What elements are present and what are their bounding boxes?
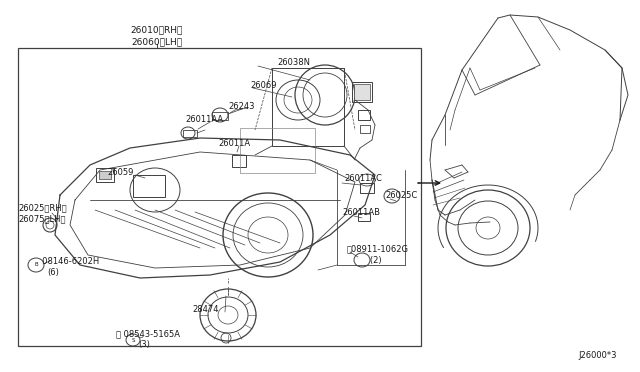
Bar	[358, 213, 370, 221]
Text: 26038N: 26038N	[277, 58, 310, 67]
Bar	[360, 125, 370, 133]
Text: (6): (6)	[47, 267, 59, 276]
Bar	[358, 110, 370, 120]
Bar	[354, 84, 370, 100]
Text: S: S	[131, 337, 135, 343]
Bar	[18, 48, 421, 346]
Text: 26025C: 26025C	[385, 190, 417, 199]
Text: 26025（RH）: 26025（RH）	[18, 203, 67, 212]
Text: Ｓ 08543-5165A: Ｓ 08543-5165A	[116, 330, 180, 339]
Bar	[133, 175, 165, 197]
Text: 26010（RH）: 26010（RH）	[131, 26, 183, 35]
Bar	[96, 168, 114, 182]
Text: 26011AB: 26011AB	[342, 208, 380, 217]
Bar	[352, 82, 372, 102]
Bar	[212, 112, 228, 120]
Text: 26243: 26243	[228, 102, 255, 110]
Bar	[240, 128, 315, 173]
Text: 26011A: 26011A	[218, 138, 250, 148]
Text: 26069: 26069	[250, 80, 276, 90]
Text: 08146-6202H: 08146-6202H	[37, 257, 99, 266]
Text: (2): (2)	[362, 256, 381, 264]
Text: 28474: 28474	[192, 305, 218, 314]
Text: B: B	[34, 263, 38, 267]
Bar	[232, 155, 246, 167]
Text: (3): (3)	[138, 340, 150, 350]
Bar	[183, 130, 197, 137]
Bar	[99, 171, 111, 179]
Bar	[272, 68, 344, 146]
Text: 26059: 26059	[107, 167, 133, 176]
Text: Ｎ08911-1062G: Ｎ08911-1062G	[347, 244, 409, 253]
Text: 26075（LH）: 26075（LH）	[18, 215, 65, 224]
Text: 26011AA: 26011AA	[185, 115, 223, 124]
Text: J26000*3: J26000*3	[579, 352, 617, 360]
Bar	[360, 183, 374, 193]
Text: 26060（LH）: 26060（LH）	[131, 38, 182, 46]
Text: 26011AC: 26011AC	[344, 173, 382, 183]
